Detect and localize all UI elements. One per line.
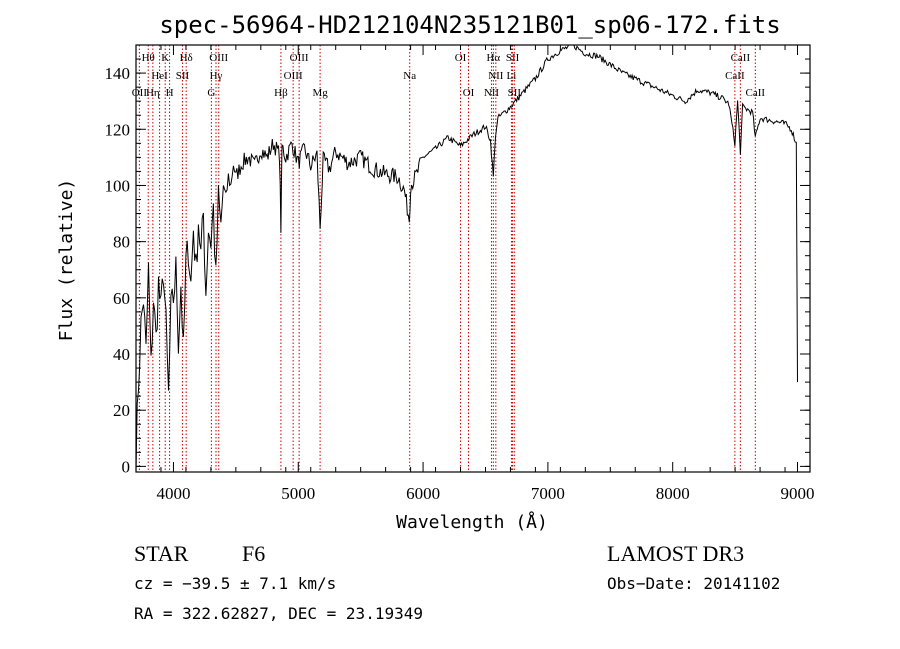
line-marker-label-24: CaII: [725, 70, 745, 82]
line-marker-label-3: HeI: [151, 70, 168, 82]
line-marker-label-6: SII: [176, 70, 190, 82]
redshift-cz: cz = −39.5 ± 7.1 km/s: [134, 574, 336, 593]
line-marker-label-11: Hβ: [274, 87, 288, 99]
x-axis-label: Wavelength (Å): [396, 511, 548, 533]
line-marker-label-19: NII: [488, 70, 504, 82]
line-marker-label-4: K: [161, 52, 169, 64]
y-tick-label: 120: [105, 120, 131, 139]
obs-date: Obs−Date: 20141102: [607, 574, 780, 593]
x-tick-label: 7000: [531, 484, 565, 503]
axis-ticks: 4000 5000 6000 7000 8000 9000 0 20 40 60 80 100 120 1…: [105, 44, 815, 503]
line-marker-label-1: OII: [132, 87, 148, 99]
line-marker-label-7: Hδ: [180, 52, 193, 64]
x-tick-label: 6000: [406, 484, 440, 503]
y-axis-label: Flux (relative): [56, 179, 77, 342]
survey-name: LAMOST DR3: [607, 541, 744, 566]
line-marker-label-15: Na: [403, 70, 416, 82]
plot-frame: [135, 44, 811, 473]
line-marker-label-21: Li: [507, 70, 517, 82]
line-markers: HθOIIHηHeIKHSIIHδGHγOIIIHβOIIIOIIIMgNaOI…: [132, 45, 766, 472]
y-tick-label: 100: [105, 176, 131, 195]
line-marker-label-10: OIII: [209, 52, 228, 64]
x-tick-label: 5000: [281, 484, 315, 503]
line-marker-label-13: OIII: [290, 52, 309, 64]
line-marker-label-8: G: [207, 87, 215, 99]
x-tick-label: 9000: [781, 484, 815, 503]
line-marker-label-16: OI: [455, 52, 467, 64]
line-marker-label-9: Hγ: [210, 70, 223, 82]
line-marker-label-12: OIII: [284, 70, 303, 82]
line-marker-label-22: SII: [506, 52, 520, 64]
line-marker-label-5: H: [166, 87, 174, 99]
line-marker-label-25: CaII: [731, 52, 751, 64]
y-tick-label: 40: [113, 345, 130, 364]
spectrum-series: [135, 44, 798, 473]
x-tick-label: 8000: [656, 484, 690, 503]
y-tick-label: 0: [122, 457, 131, 476]
y-tick-label: 20: [113, 401, 130, 420]
ra-dec: RA = 322.62827, DEC = 23.19349: [134, 604, 423, 623]
chart-title: spec-56964-HD212104N235121B01_sp06-172.f…: [159, 11, 780, 39]
y-tick-label: 140: [105, 64, 131, 83]
object-class: STAR: [134, 541, 189, 566]
line-marker-label-18: NII: [484, 87, 500, 99]
x-tick-label: 4000: [156, 484, 190, 503]
y-tick-label: 80: [113, 233, 130, 252]
line-marker-label-2: Hη: [146, 87, 160, 99]
spectrum-line-spectrum: [135, 44, 798, 473]
line-marker-label-0: Hθ: [142, 52, 155, 64]
line-marker-label-17: OI: [463, 87, 475, 99]
line-marker-label-26: CaII: [746, 87, 766, 99]
object-subclass: F6: [242, 541, 265, 566]
line-marker-label-14: Mg: [312, 87, 328, 99]
line-marker-label-20: Hα: [486, 52, 500, 64]
y-tick-label: 60: [113, 289, 130, 308]
